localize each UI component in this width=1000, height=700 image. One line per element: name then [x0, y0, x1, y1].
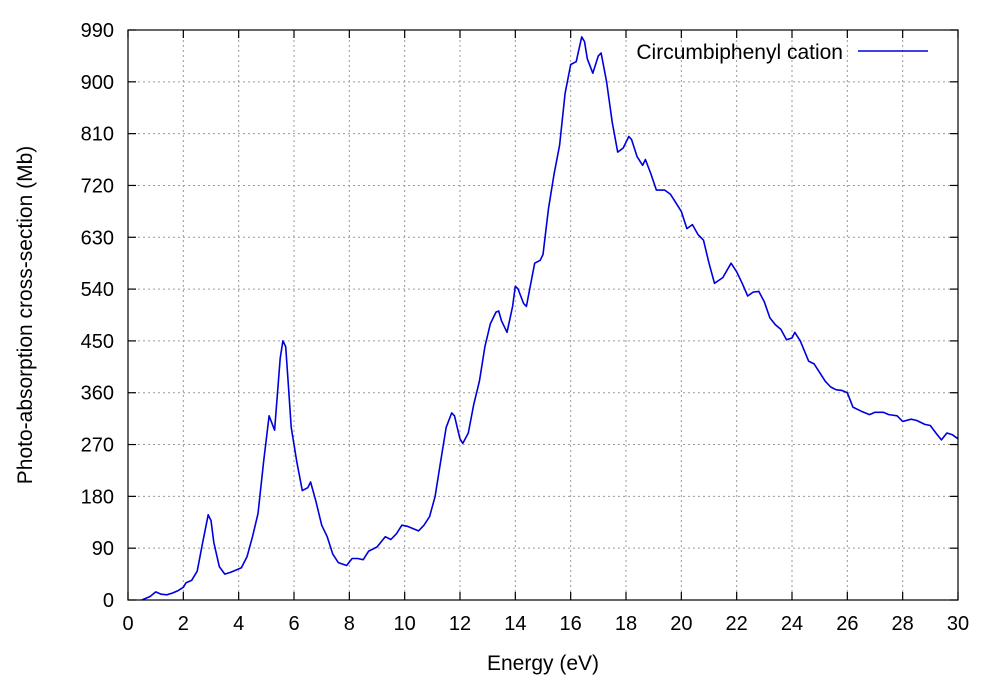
x-tick-label: 26 [836, 613, 858, 635]
ticks-layer: 0 2 4 6 8 10 12 14 16 18 20 22 24 26 28 300901802703604… [81, 20, 970, 635]
x-tick-label: 12 [449, 613, 471, 635]
y-axis-title: Photo-absorption cross-section (Mb) [14, 146, 37, 484]
y-tick-label: 270 [81, 435, 114, 457]
y-tick-label: 0 [103, 590, 114, 612]
x-tick-label: 0 [122, 613, 133, 635]
x-tick-label: 30 [947, 613, 969, 635]
y-tick-label: 90 [92, 538, 114, 560]
x-tick-label: 20 [670, 613, 692, 635]
y-tick-label: 720 [81, 175, 114, 197]
y-tick-label: 810 [81, 124, 114, 146]
x-tick-label: 10 [394, 613, 416, 635]
x-tick-label: 8 [344, 613, 355, 635]
y-tick-label: 630 [81, 227, 114, 249]
x-tick-label: 14 [504, 613, 526, 635]
legend: Circumbiphenyl cation [636, 41, 928, 64]
legend-label-series-1: Circumbiphenyl cation [636, 41, 843, 64]
x-tick-label: 6 [288, 613, 299, 635]
grid-layer [128, 30, 958, 600]
y-tick-label: 450 [81, 331, 114, 353]
y-tick-label: 360 [81, 383, 114, 405]
x-tick-label: 18 [615, 613, 637, 635]
x-tick-label: 4 [233, 613, 244, 635]
x-tick-label: 28 [892, 613, 914, 635]
x-axis-title: Energy (eV) [487, 652, 599, 675]
y-tick-label: 540 [81, 279, 114, 301]
y-tick-label: 990 [81, 20, 114, 42]
y-tick-label: 900 [81, 72, 114, 94]
plot-frame [127, 29, 959, 601]
x-tick-label: 2 [178, 613, 189, 635]
x-tick-label: 24 [781, 613, 803, 635]
x-tick-label: 22 [726, 613, 748, 635]
y-tick-label: 180 [81, 486, 114, 508]
series-layer [141, 36, 959, 601]
series-line-1 [141, 36, 959, 601]
x-tick-label: 16 [560, 613, 582, 635]
